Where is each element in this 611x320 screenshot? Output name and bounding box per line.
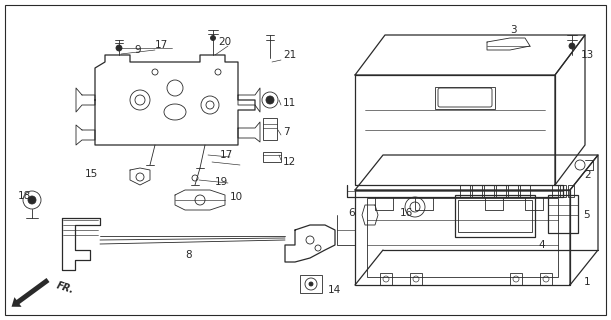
Text: 15: 15 bbox=[85, 169, 98, 179]
Circle shape bbox=[28, 196, 36, 204]
Text: 18: 18 bbox=[18, 191, 31, 201]
Bar bbox=[355, 75, 555, 185]
Text: 2: 2 bbox=[584, 170, 591, 180]
Text: 13: 13 bbox=[581, 50, 595, 60]
Bar bbox=[560, 185, 566, 197]
Text: 7: 7 bbox=[283, 127, 290, 137]
Circle shape bbox=[211, 36, 216, 41]
Bar bbox=[355, 190, 570, 285]
Bar bbox=[510, 273, 522, 285]
Text: 11: 11 bbox=[283, 98, 296, 108]
Text: 10: 10 bbox=[230, 192, 243, 202]
Text: 1: 1 bbox=[584, 277, 591, 287]
Bar bbox=[540, 273, 552, 285]
Bar bbox=[548, 195, 578, 233]
Bar bbox=[472, 185, 482, 197]
Bar bbox=[380, 273, 392, 285]
Circle shape bbox=[116, 45, 122, 51]
Bar bbox=[435, 87, 495, 109]
Text: FR.: FR. bbox=[55, 280, 75, 296]
Text: 17: 17 bbox=[220, 150, 233, 160]
Bar bbox=[300, 275, 322, 293]
Bar bbox=[367, 198, 558, 277]
Circle shape bbox=[569, 43, 575, 49]
Bar bbox=[520, 185, 530, 197]
Text: 12: 12 bbox=[283, 157, 296, 167]
Circle shape bbox=[309, 282, 313, 286]
Bar bbox=[484, 185, 494, 197]
FancyArrow shape bbox=[12, 278, 49, 307]
Text: 8: 8 bbox=[185, 250, 192, 260]
Text: 20: 20 bbox=[218, 37, 231, 47]
Bar bbox=[508, 185, 518, 197]
Bar bbox=[410, 273, 422, 285]
Bar bbox=[568, 185, 574, 197]
Text: 4: 4 bbox=[538, 240, 544, 250]
Bar bbox=[458, 200, 532, 232]
Circle shape bbox=[266, 96, 274, 104]
Bar bbox=[263, 152, 281, 162]
Bar bbox=[552, 185, 558, 197]
Bar bbox=[496, 185, 506, 197]
Text: 14: 14 bbox=[328, 285, 342, 295]
Text: 5: 5 bbox=[583, 210, 590, 220]
Text: 16: 16 bbox=[400, 208, 413, 218]
Text: 6: 6 bbox=[348, 208, 354, 218]
Text: 17: 17 bbox=[155, 40, 168, 50]
Text: 21: 21 bbox=[283, 50, 296, 60]
Text: 19: 19 bbox=[215, 177, 229, 187]
Text: 3: 3 bbox=[510, 25, 517, 35]
Bar bbox=[455, 195, 535, 237]
Bar bbox=[460, 185, 470, 197]
Text: 9: 9 bbox=[134, 45, 141, 55]
Bar bbox=[263, 118, 277, 140]
